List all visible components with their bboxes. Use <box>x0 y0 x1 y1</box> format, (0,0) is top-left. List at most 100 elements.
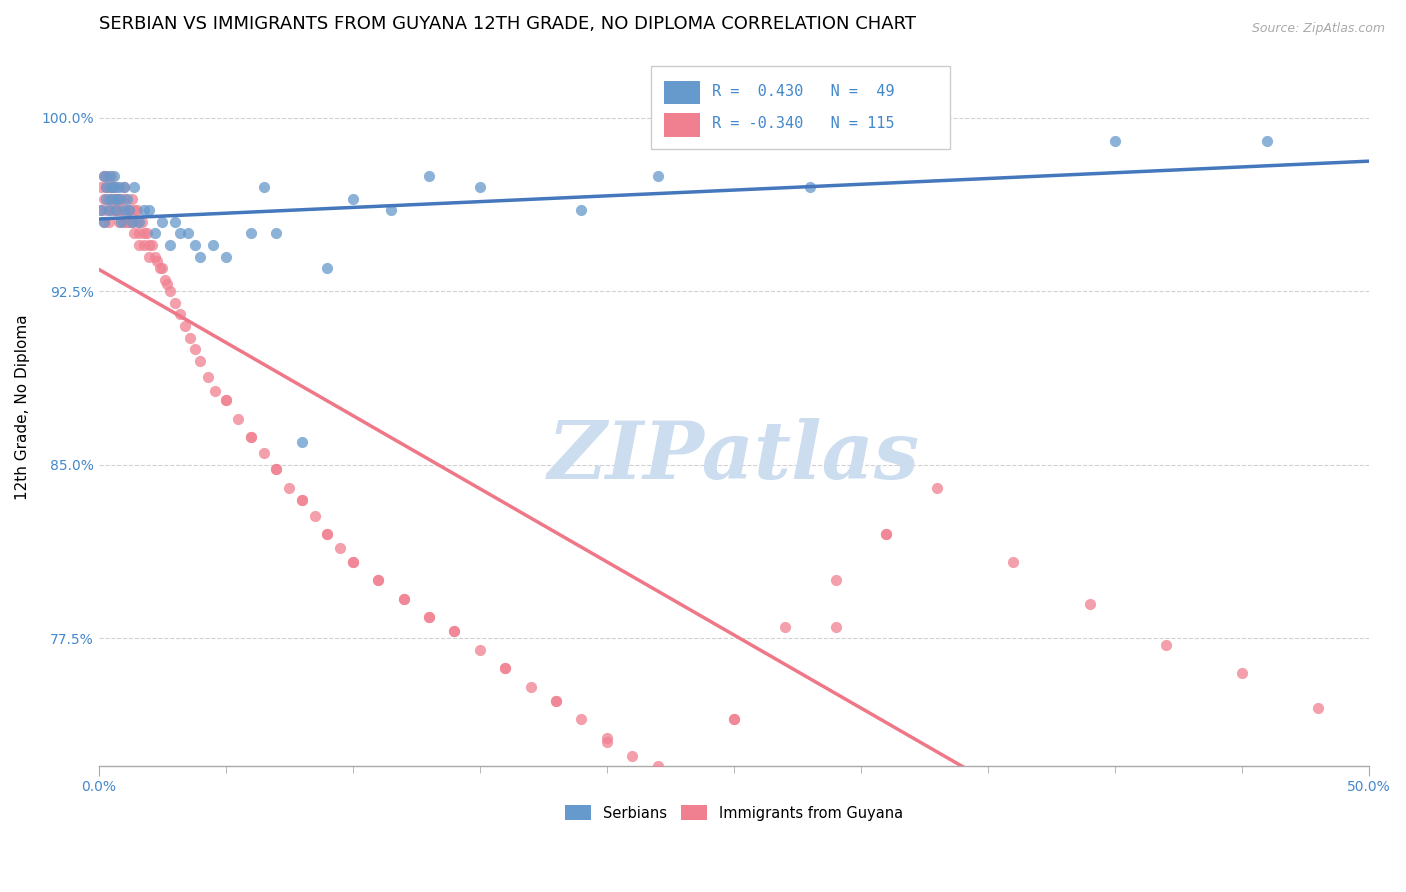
Point <box>103 203 125 218</box>
Point <box>188 353 211 368</box>
Point <box>214 250 236 264</box>
Point <box>443 624 465 639</box>
Point <box>146 254 169 268</box>
Point <box>121 215 143 229</box>
Point <box>494 661 516 675</box>
Point <box>329 541 352 555</box>
Point <box>110 203 132 218</box>
Point <box>875 527 897 541</box>
Point <box>1308 700 1330 714</box>
Point <box>128 215 150 229</box>
Point <box>121 215 143 229</box>
Point <box>135 227 157 241</box>
Point <box>96 169 118 183</box>
Point <box>128 227 150 241</box>
Point <box>105 192 128 206</box>
Point <box>367 574 389 588</box>
Point <box>97 180 120 194</box>
Point <box>342 192 364 206</box>
Point <box>122 203 145 218</box>
Point <box>824 620 846 634</box>
Text: ZIPatlas: ZIPatlas <box>548 418 920 496</box>
Point <box>97 203 120 218</box>
Point <box>153 273 176 287</box>
Text: R =  0.430   N =  49: R = 0.430 N = 49 <box>713 84 894 99</box>
Point <box>90 203 112 218</box>
Point <box>571 203 593 218</box>
Point <box>125 203 148 218</box>
Point <box>163 296 186 310</box>
Point <box>100 192 122 206</box>
Text: SERBIAN VS IMMIGRANTS FROM GUYANA 12TH GRADE, NO DIPLOMA CORRELATION CHART: SERBIAN VS IMMIGRANTS FROM GUYANA 12TH G… <box>98 15 915 33</box>
Point <box>621 749 644 764</box>
Point <box>214 392 236 407</box>
Point <box>97 192 120 206</box>
Point <box>316 527 339 541</box>
Point <box>115 203 138 218</box>
Point <box>672 781 695 796</box>
Point <box>291 492 314 507</box>
Point <box>115 215 138 229</box>
Point <box>179 330 201 344</box>
Point <box>188 250 211 264</box>
Point <box>1154 638 1177 652</box>
Point <box>544 694 567 708</box>
Point <box>201 238 224 252</box>
Point <box>100 180 122 194</box>
Point <box>100 169 122 183</box>
Point <box>131 215 153 229</box>
Point <box>1078 597 1101 611</box>
Point <box>134 203 156 218</box>
Point <box>108 192 131 206</box>
Point <box>316 261 339 276</box>
Point <box>799 180 821 194</box>
Point <box>141 238 163 252</box>
Point <box>105 203 128 218</box>
Point <box>121 192 143 206</box>
Point <box>143 227 166 241</box>
Point <box>159 238 181 252</box>
Point <box>138 238 160 252</box>
Point <box>125 215 148 229</box>
Point <box>1256 134 1278 148</box>
Point <box>118 203 141 218</box>
Point <box>380 203 402 218</box>
Point <box>176 227 198 241</box>
Point <box>647 169 669 183</box>
Point <box>367 574 389 588</box>
Point <box>304 508 326 523</box>
Point <box>184 342 207 356</box>
Point <box>316 527 339 541</box>
Text: R = -0.340   N = 115: R = -0.340 N = 115 <box>713 116 894 131</box>
Point <box>93 192 115 206</box>
Point <box>97 215 120 229</box>
Point <box>108 203 131 218</box>
Point <box>240 430 263 444</box>
FancyBboxPatch shape <box>651 66 950 149</box>
Point <box>110 215 132 229</box>
Point <box>1230 665 1253 680</box>
Point <box>90 180 112 194</box>
Point <box>253 180 276 194</box>
Point <box>418 610 440 624</box>
Point <box>105 180 128 194</box>
Point <box>596 735 619 749</box>
Point <box>927 481 949 495</box>
Point <box>103 169 125 183</box>
Point <box>93 169 115 183</box>
Point <box>150 261 173 276</box>
Point <box>156 277 179 292</box>
Point <box>118 203 141 218</box>
Point <box>418 610 440 624</box>
Point <box>96 180 118 194</box>
Point <box>103 180 125 194</box>
Point <box>1002 555 1025 569</box>
Point <box>240 227 263 241</box>
Point <box>96 192 118 206</box>
Point <box>197 370 219 384</box>
Point <box>647 758 669 772</box>
Point <box>103 180 125 194</box>
Point <box>647 768 669 782</box>
Point <box>519 680 541 694</box>
Point <box>93 215 115 229</box>
